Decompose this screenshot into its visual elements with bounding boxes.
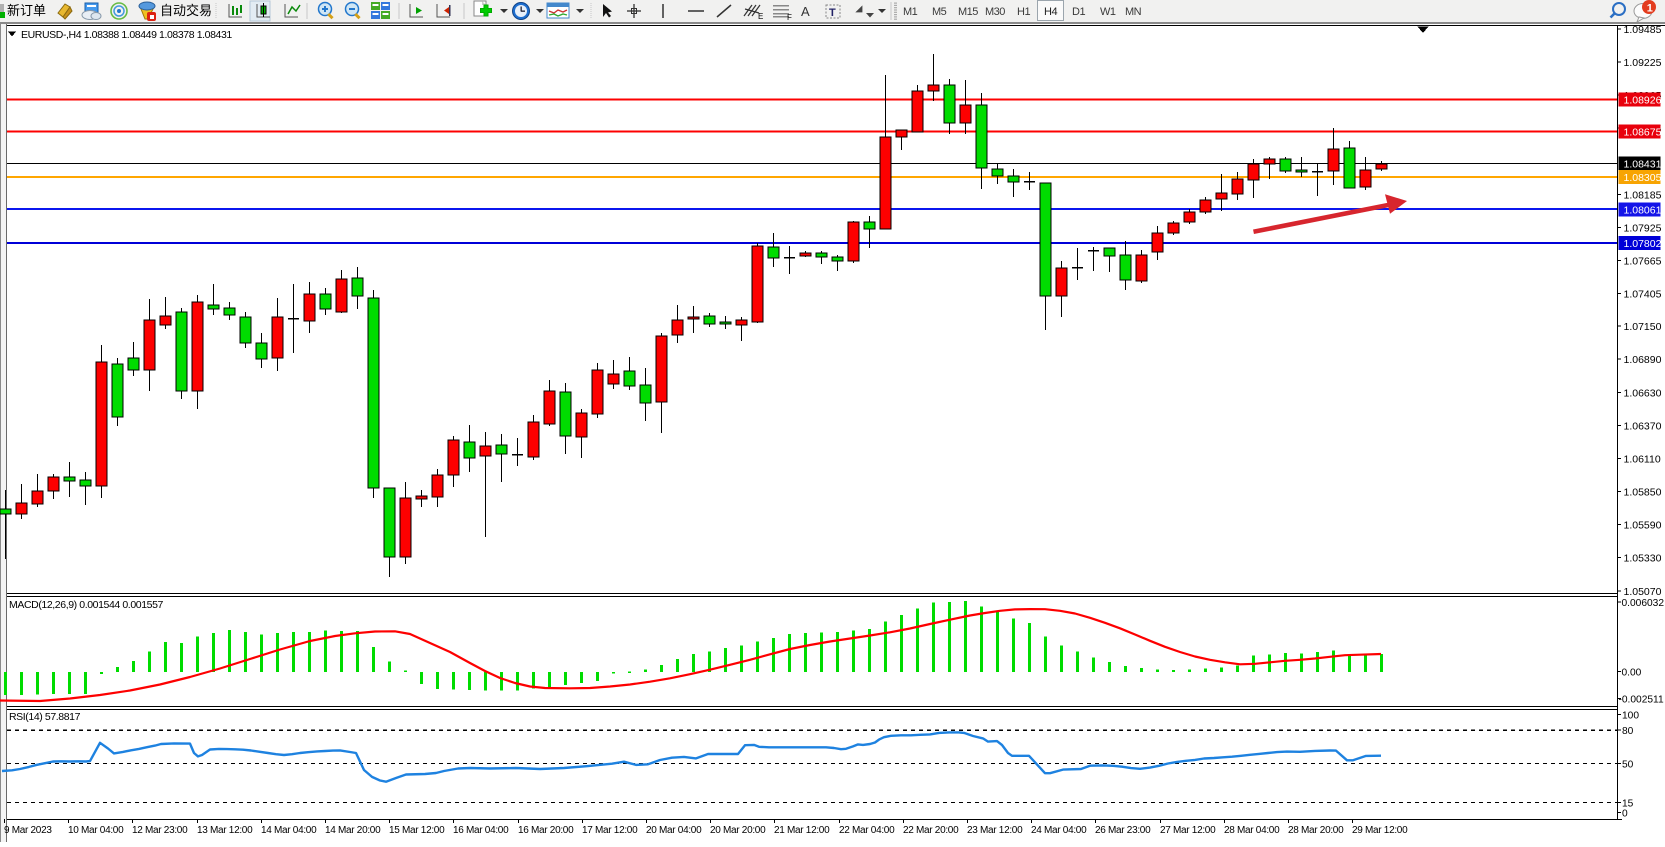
svg-text:1.06110: 1.06110 — [1624, 454, 1661, 466]
svg-text:T: T — [829, 7, 836, 19]
svg-text:1.08675: 1.08675 — [1624, 127, 1662, 139]
svg-text:1.07925: 1.07925 — [1624, 223, 1662, 235]
svg-text:A: A — [801, 4, 810, 19]
svg-text:15 Mar 12:00: 15 Mar 12:00 — [389, 825, 445, 836]
svg-text:自动交易: 自动交易 — [160, 3, 212, 18]
svg-text:M1: M1 — [903, 6, 918, 18]
svg-text:1.08926: 1.08926 — [1624, 95, 1662, 107]
svg-text:12 Mar 23:00: 12 Mar 23:00 — [132, 825, 188, 836]
svg-text:80: 80 — [1622, 726, 1634, 737]
svg-text:21 Mar 12:00: 21 Mar 12:00 — [774, 825, 830, 836]
svg-text:M30: M30 — [985, 6, 1005, 18]
svg-text:1.08431: 1.08431 — [1624, 158, 1662, 170]
svg-text:1.05590: 1.05590 — [1624, 520, 1662, 532]
svg-text:1.07802: 1.07802 — [1624, 238, 1662, 250]
svg-text:W1: W1 — [1100, 6, 1116, 18]
svg-text:H4: H4 — [1044, 6, 1057, 18]
svg-text:1.09225: 1.09225 — [1624, 57, 1662, 69]
svg-text:50: 50 — [1622, 760, 1634, 771]
svg-text:1.07405: 1.07405 — [1624, 289, 1662, 301]
svg-text:1.05850: 1.05850 — [1624, 487, 1662, 499]
svg-text:新订单: 新订单 — [7, 3, 46, 18]
svg-text:26 Mar 23:00: 26 Mar 23:00 — [1095, 825, 1151, 836]
svg-text:0.006032: 0.006032 — [1622, 598, 1665, 609]
svg-text:1.06890: 1.06890 — [1624, 354, 1662, 366]
svg-text:1.05330: 1.05330 — [1624, 553, 1662, 565]
svg-text:1.07665: 1.07665 — [1624, 256, 1662, 268]
svg-text:MN: MN — [1125, 6, 1142, 18]
svg-text:14 Mar 04:00: 14 Mar 04:00 — [261, 825, 317, 836]
svg-text:17 Mar 12:00: 17 Mar 12:00 — [582, 825, 638, 836]
svg-text:100: 100 — [1622, 711, 1639, 722]
svg-text:1.08185: 1.08185 — [1624, 189, 1662, 201]
svg-text:D1: D1 — [1072, 6, 1085, 18]
svg-text:EURUSD-,H4 1.08388 1.08449 1.: EURUSD-,H4 1.08388 1.08449 1.08378 1.084… — [21, 29, 232, 41]
svg-text:22 Mar 20:00: 22 Mar 20:00 — [903, 825, 959, 836]
svg-text:22 Mar 04:00: 22 Mar 04:00 — [839, 825, 895, 836]
svg-text:28 Mar 04:00: 28 Mar 04:00 — [1224, 825, 1280, 836]
svg-text:MACD(12,26,9) 0.001544 0.00155: MACD(12,26,9) 0.001544 0.001557 — [9, 599, 164, 611]
svg-text:F: F — [787, 13, 792, 22]
svg-text:1.06630: 1.06630 — [1624, 387, 1662, 399]
svg-text:1.06370: 1.06370 — [1624, 420, 1662, 432]
svg-text:1.09485: 1.09485 — [1624, 24, 1662, 36]
svg-text:1.07150: 1.07150 — [1624, 321, 1662, 333]
svg-text:H1: H1 — [1017, 6, 1030, 18]
svg-text:1.08061: 1.08061 — [1624, 204, 1662, 216]
svg-text:13 Mar 12:00: 13 Mar 12:00 — [197, 825, 253, 836]
svg-text:14 Mar 20:00: 14 Mar 20:00 — [325, 825, 381, 836]
svg-text:9 Mar 2023: 9 Mar 2023 — [4, 825, 52, 836]
svg-text:29 Mar 12:00: 29 Mar 12:00 — [1352, 825, 1408, 836]
svg-text:16 Mar 20:00: 16 Mar 20:00 — [518, 825, 574, 836]
svg-text:15: 15 — [1622, 798, 1634, 809]
svg-text:0.00: 0.00 — [1622, 668, 1642, 679]
svg-text:E: E — [758, 12, 763, 21]
svg-text:24 Mar 04:00: 24 Mar 04:00 — [1031, 825, 1087, 836]
svg-text:16 Mar 04:00: 16 Mar 04:00 — [453, 825, 509, 836]
svg-text:RSI(14) 57.8817: RSI(14) 57.8817 — [9, 711, 81, 723]
svg-text:20 Mar 04:00: 20 Mar 04:00 — [646, 825, 702, 836]
svg-text:20 Mar 20:00: 20 Mar 20:00 — [710, 825, 766, 836]
svg-text:-0.002511: -0.002511 — [1619, 695, 1664, 706]
svg-text:0: 0 — [1622, 809, 1628, 820]
svg-text:1.05070: 1.05070 — [1624, 586, 1662, 598]
svg-text:1: 1 — [1647, 3, 1653, 15]
svg-text:28 Mar 20:00: 28 Mar 20:00 — [1288, 825, 1344, 836]
svg-text:M15: M15 — [958, 6, 978, 18]
svg-text:M5: M5 — [932, 6, 947, 18]
svg-text:10 Mar 04:00: 10 Mar 04:00 — [68, 825, 124, 836]
svg-text:1.08305: 1.08305 — [1624, 172, 1662, 184]
svg-text:23 Mar 12:00: 23 Mar 12:00 — [967, 825, 1023, 836]
svg-text:27 Mar 12:00: 27 Mar 12:00 — [1160, 825, 1216, 836]
